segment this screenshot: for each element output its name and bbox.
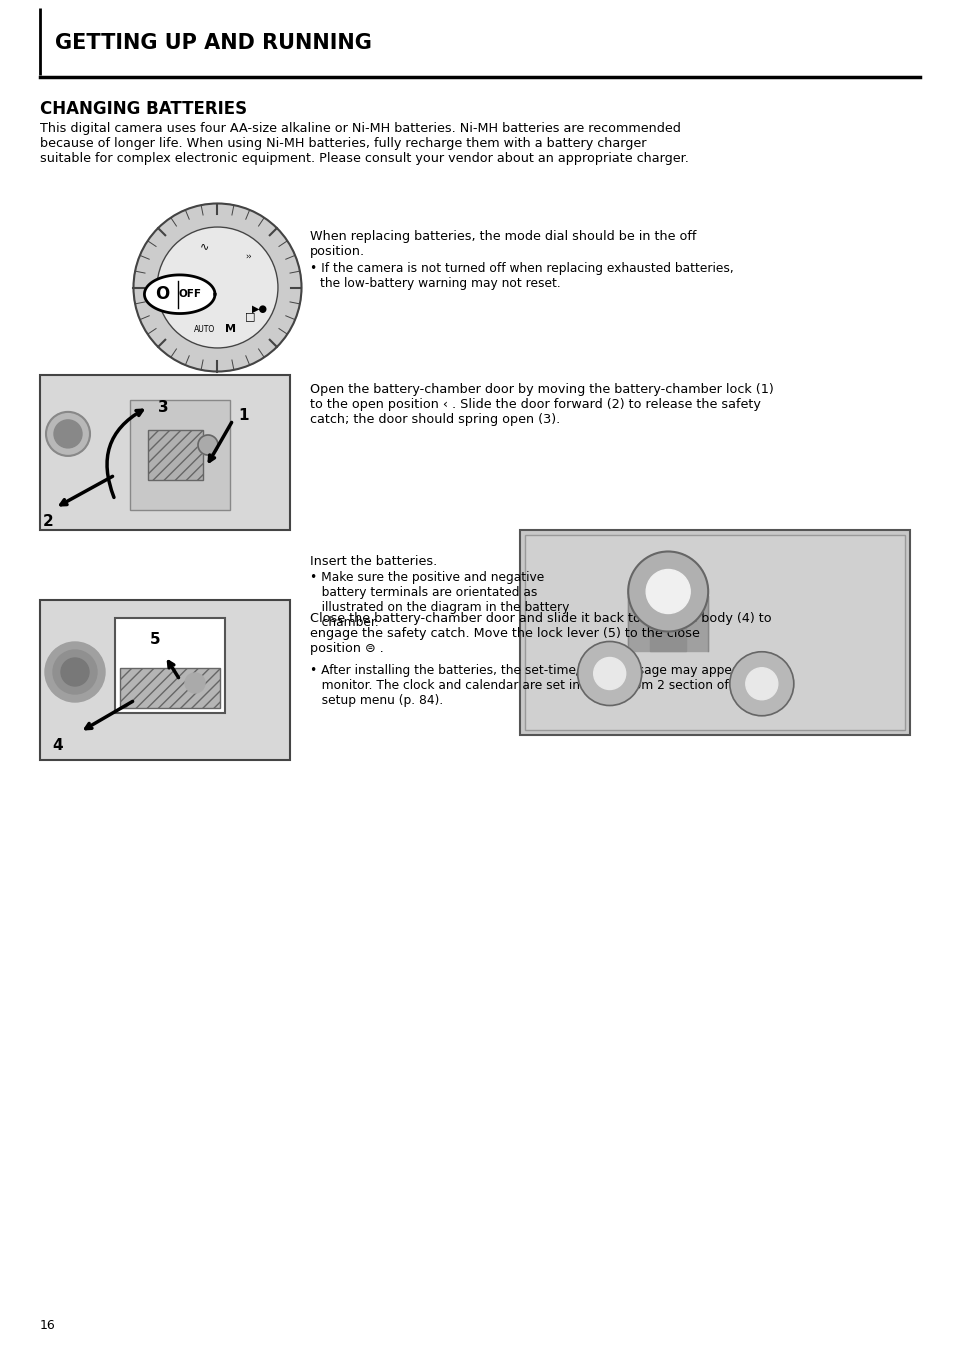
Text: chamber.: chamber. bbox=[310, 617, 378, 629]
Circle shape bbox=[729, 652, 793, 715]
Text: ▶●: ▶● bbox=[252, 303, 267, 314]
Text: because of longer life. When using Ni-MH batteries, fully recharge them with a b: because of longer life. When using Ni-MH… bbox=[40, 137, 646, 150]
Circle shape bbox=[133, 204, 301, 372]
Text: ››: ›› bbox=[245, 253, 252, 261]
Circle shape bbox=[645, 569, 689, 614]
Text: AUTO: AUTO bbox=[193, 324, 215, 334]
Text: position ⊜ .: position ⊜ . bbox=[310, 642, 383, 654]
Text: M: M bbox=[225, 324, 235, 334]
Circle shape bbox=[45, 642, 105, 702]
Text: setup menu (p. 84).: setup menu (p. 84). bbox=[310, 694, 443, 707]
Bar bbox=[650, 606, 685, 650]
Bar bbox=[519, 530, 909, 735]
Text: • After installing the batteries, the set-time/date message may appear on the: • After installing the batteries, the se… bbox=[310, 664, 787, 677]
Text: to the open position ‹ . Slide the door forward (2) to release the safety: to the open position ‹ . Slide the door … bbox=[310, 397, 760, 411]
Text: 1: 1 bbox=[237, 407, 248, 422]
Bar bbox=[627, 595, 707, 650]
Bar bbox=[148, 430, 203, 480]
Text: Insert the batteries.: Insert the batteries. bbox=[310, 556, 436, 568]
Bar bbox=[40, 600, 290, 760]
Bar bbox=[524, 535, 904, 730]
Text: 5: 5 bbox=[150, 633, 160, 648]
Text: engage the safety catch. Move the lock lever (5) to the close: engage the safety catch. Move the lock l… bbox=[310, 627, 700, 639]
Circle shape bbox=[46, 412, 90, 456]
Text: monitor. The clock and calendar are set in the custom 2 section of the: monitor. The clock and calendar are set … bbox=[310, 679, 752, 692]
Text: • If the camera is not turned off when replacing exhausted batteries,: • If the camera is not turned off when r… bbox=[310, 262, 733, 274]
Text: This digital camera uses four AA-size alkaline or Ni-MH batteries. Ni-MH batteri: This digital camera uses four AA-size al… bbox=[40, 122, 680, 135]
Bar bbox=[120, 668, 220, 708]
Bar bbox=[40, 375, 290, 530]
Text: 2: 2 bbox=[43, 515, 53, 530]
Text: • Make sure the positive and negative: • Make sure the positive and negative bbox=[310, 571, 543, 584]
Text: O: O bbox=[154, 285, 169, 303]
Text: □: □ bbox=[245, 311, 255, 322]
Text: CHANGING BATTERIES: CHANGING BATTERIES bbox=[40, 100, 247, 118]
Text: suitable for complex electronic equipment. Please consult your vendor about an a: suitable for complex electronic equipmen… bbox=[40, 151, 688, 165]
Circle shape bbox=[53, 650, 97, 694]
Circle shape bbox=[54, 420, 82, 448]
Circle shape bbox=[198, 435, 218, 456]
Circle shape bbox=[185, 673, 205, 694]
Text: the low-battery warning may not reset.: the low-battery warning may not reset. bbox=[319, 277, 560, 289]
Text: ∿: ∿ bbox=[200, 241, 209, 250]
Text: GETTING UP AND RUNNING: GETTING UP AND RUNNING bbox=[55, 32, 372, 53]
Text: 16: 16 bbox=[40, 1320, 55, 1332]
Text: 4: 4 bbox=[52, 737, 63, 753]
Text: OFF: OFF bbox=[178, 289, 202, 299]
Circle shape bbox=[157, 227, 277, 347]
Circle shape bbox=[593, 657, 625, 690]
Text: When replacing batteries, the mode dial should be in the off: When replacing batteries, the mode dial … bbox=[310, 230, 696, 243]
Text: Open the battery-chamber door by moving the battery-chamber lock (1): Open the battery-chamber door by moving … bbox=[310, 383, 773, 396]
Text: catch; the door should spring open (3).: catch; the door should spring open (3). bbox=[310, 412, 559, 426]
Text: position.: position. bbox=[310, 245, 365, 258]
Bar bbox=[130, 400, 230, 510]
Circle shape bbox=[627, 552, 707, 631]
Text: battery terminals are orientated as: battery terminals are orientated as bbox=[310, 585, 537, 599]
Text: illustrated on the diagram in the battery: illustrated on the diagram in the batter… bbox=[310, 602, 569, 614]
Text: Close the battery-chamber door and slide it back toward the body (4) to: Close the battery-chamber door and slide… bbox=[310, 612, 771, 625]
Circle shape bbox=[745, 668, 777, 700]
Polygon shape bbox=[144, 274, 214, 314]
Circle shape bbox=[61, 658, 89, 685]
Text: 3: 3 bbox=[158, 399, 169, 415]
Bar bbox=[115, 618, 225, 713]
Circle shape bbox=[578, 641, 641, 706]
